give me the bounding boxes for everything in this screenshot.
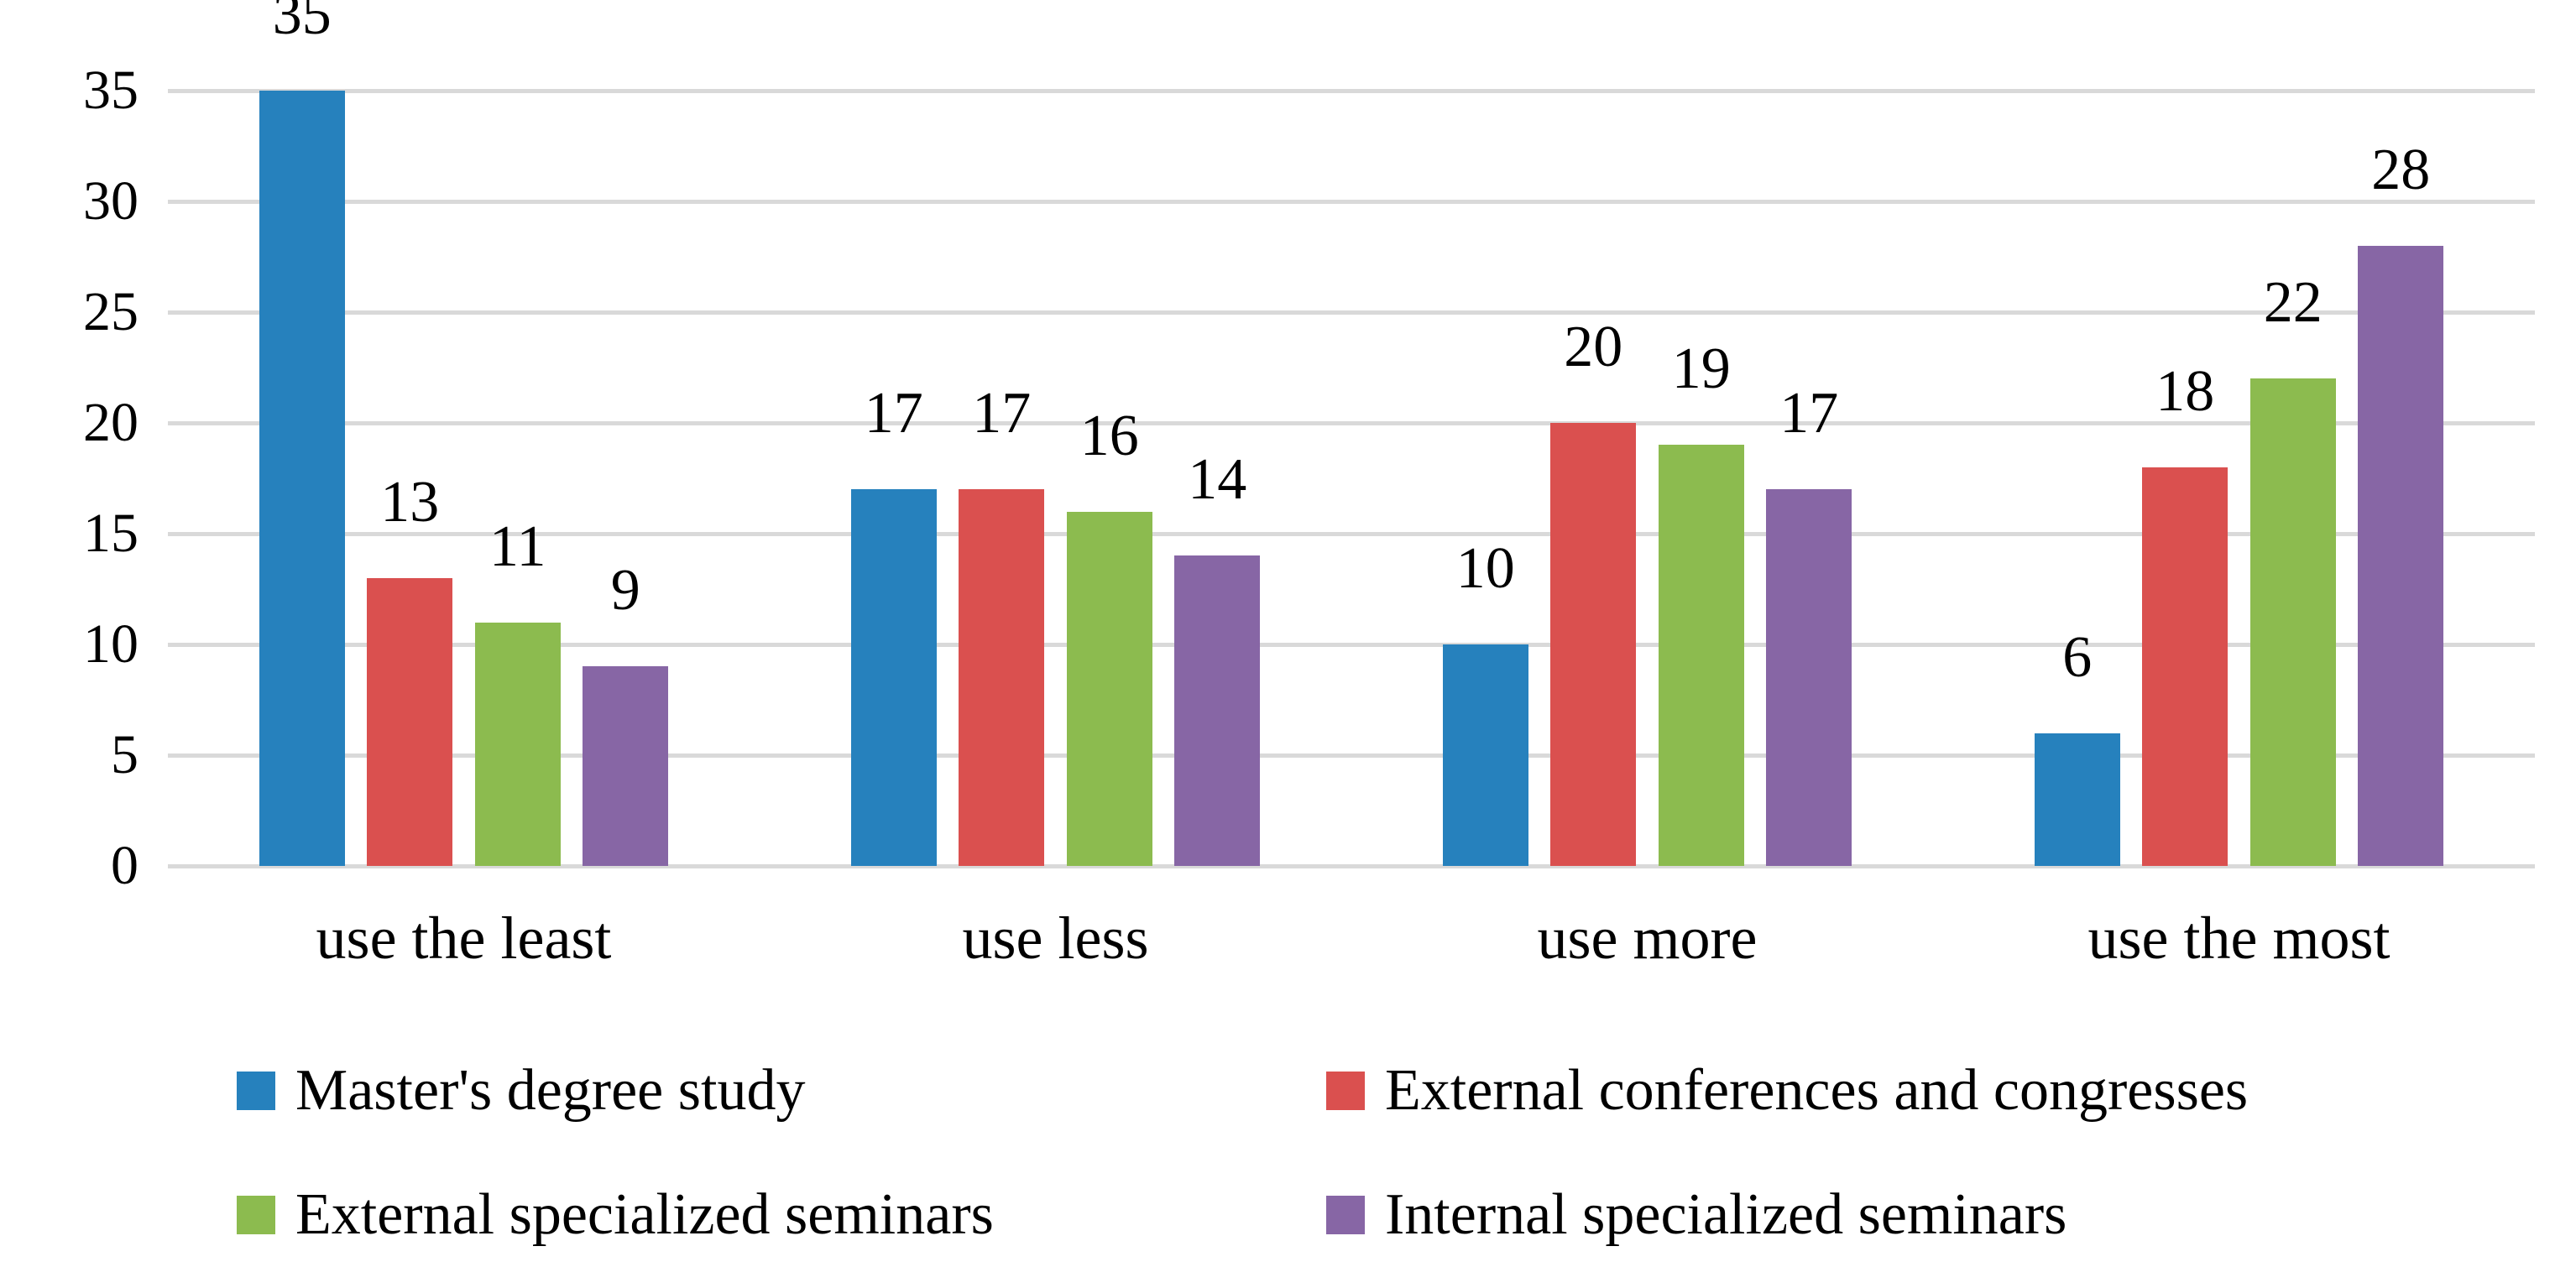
bar-value-label: 20: [1564, 315, 1623, 379]
gridline: [168, 421, 2535, 425]
bar-value-label: 11: [489, 514, 546, 579]
bar: [2034, 733, 2120, 866]
gridline: [168, 754, 2535, 758]
gridline: [168, 864, 2535, 868]
x-axis-category-label: use the least: [316, 905, 612, 972]
bar-value-label: 16: [1079, 403, 1139, 468]
bar: [1442, 644, 1528, 866]
bar-value-label: 17: [1779, 381, 1839, 446]
bar: [367, 577, 453, 866]
legend-item: External conferences and congresses: [1326, 1052, 2248, 1129]
legend-label: External conferences and congresses: [1385, 1058, 2249, 1123]
bar-value-label: 17: [972, 381, 1032, 446]
bar-value-label: 17: [864, 381, 923, 446]
y-axis-tick-label: 30: [83, 170, 138, 232]
gridline: [168, 643, 2535, 647]
bar: [2358, 245, 2444, 866]
legend-item: Master's degree study: [237, 1052, 805, 1129]
bar: [1766, 489, 1852, 866]
bar-value-label: 13: [380, 469, 440, 534]
bar-value-label: 10: [1455, 536, 1515, 601]
bar: [2142, 467, 2229, 866]
legend-label: Internal specialized seminars: [1385, 1182, 2067, 1247]
bar: [1174, 555, 1261, 866]
bar: [959, 489, 1045, 866]
legend-swatch: [237, 1072, 275, 1110]
bar-value-label: 18: [2155, 358, 2215, 424]
bar-value-label: 14: [1188, 447, 1247, 513]
bar: [850, 489, 937, 866]
bar-value-label: 6: [2062, 624, 2093, 690]
bar: [1550, 423, 1637, 866]
gridline: [168, 310, 2535, 315]
legend-item: External specialized seminars: [237, 1176, 994, 1254]
legend-swatch: [237, 1196, 275, 1234]
legend-swatch: [1326, 1072, 1365, 1110]
bar-value-label: 9: [610, 558, 640, 623]
bar-value-label: 35: [272, 0, 332, 47]
gridline: [168, 532, 2535, 536]
legend-swatch: [1326, 1196, 1365, 1234]
bar: [583, 666, 669, 866]
bar: [1658, 445, 1744, 866]
bar: [2249, 378, 2336, 866]
bar-value-label: 19: [1671, 336, 1731, 402]
x-axis-category-label: use more: [1537, 905, 1758, 972]
y-axis-tick-label: 10: [83, 613, 138, 675]
y-axis-tick-label: 25: [83, 281, 138, 342]
x-axis-category-label: use the most: [2087, 905, 2391, 972]
y-axis-tick-label: 0: [111, 835, 138, 896]
legend-label: Master's degree study: [295, 1058, 806, 1123]
bar: [474, 622, 561, 866]
y-axis-tick-label: 20: [83, 392, 138, 453]
gridline: [168, 200, 2535, 204]
gridline: [168, 89, 2535, 93]
y-axis-tick-label: 5: [111, 724, 138, 785]
legend-label: External specialized seminars: [295, 1182, 994, 1247]
x-axis-category-label: use less: [962, 905, 1149, 972]
bar-value-label: 22: [2263, 270, 2323, 336]
bar: [1066, 511, 1152, 866]
legend-item: Internal specialized seminars: [1326, 1176, 2067, 1254]
y-axis-tick-label: 35: [83, 60, 138, 121]
bar: [259, 91, 345, 866]
y-axis-tick-label: 15: [83, 503, 138, 564]
bar-value-label: 28: [2371, 137, 2431, 202]
